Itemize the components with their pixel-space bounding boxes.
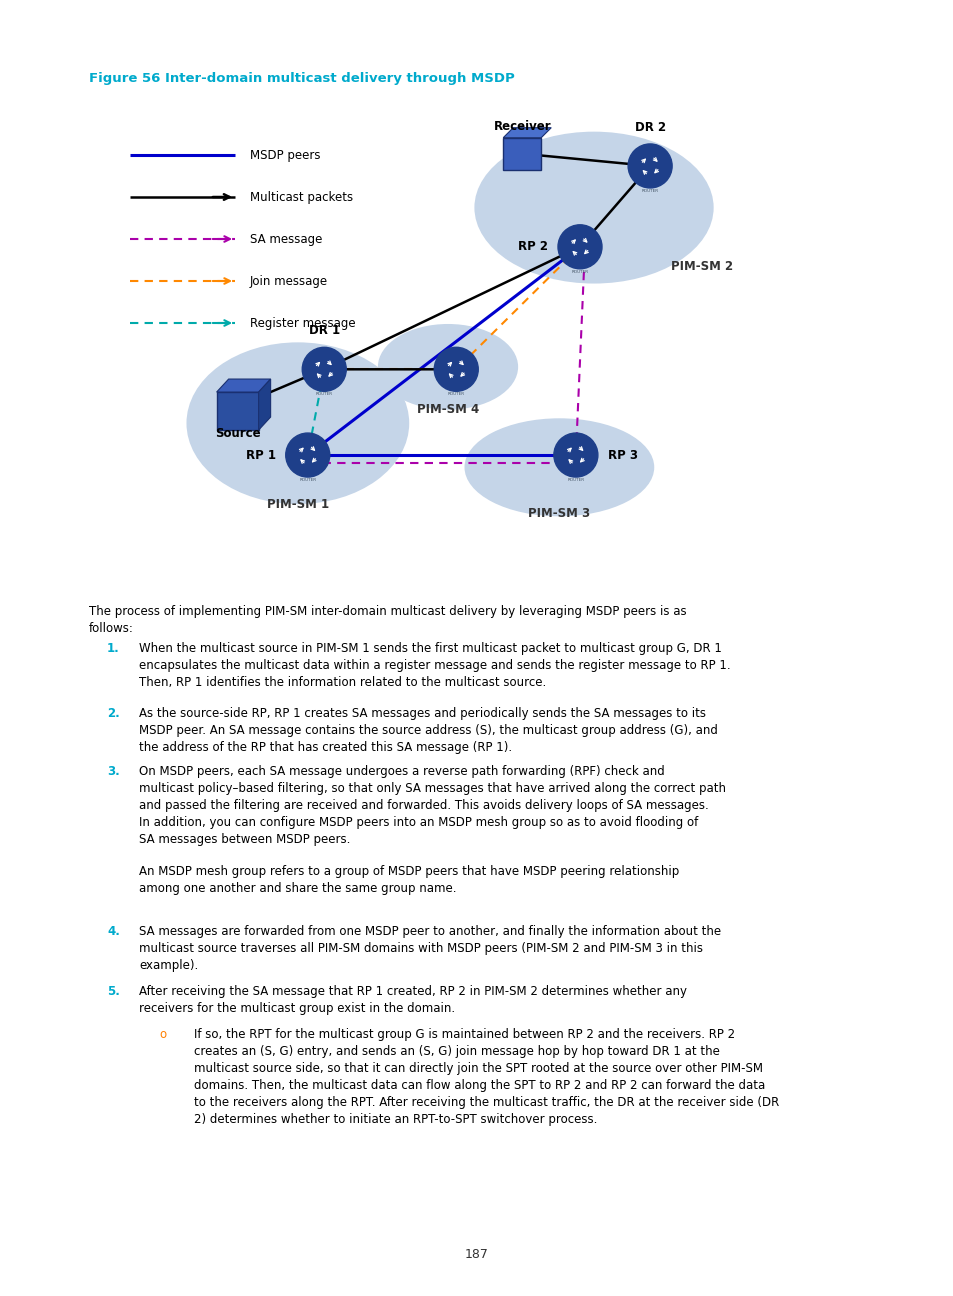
Text: Register message: Register message: [250, 316, 355, 329]
Circle shape: [434, 347, 477, 391]
Text: Figure 56 Inter-domain multicast delivery through MSDP: Figure 56 Inter-domain multicast deliver…: [89, 73, 515, 86]
Text: ROUTER: ROUTER: [571, 270, 588, 273]
Ellipse shape: [186, 342, 409, 504]
Circle shape: [627, 144, 672, 188]
Text: PIM-SM 4: PIM-SM 4: [416, 403, 478, 416]
Polygon shape: [258, 378, 271, 430]
Text: After receiving the SA message that RP 1 created, RP 2 in PIM-SM 2 determines wh: After receiving the SA message that RP 1…: [139, 985, 686, 1015]
Text: 5.: 5.: [107, 985, 120, 998]
Text: ROUTER: ROUTER: [315, 393, 333, 397]
Ellipse shape: [464, 419, 654, 516]
Text: When the multicast source in PIM-SM 1 sends the first multicast packet to multic: When the multicast source in PIM-SM 1 se…: [139, 642, 730, 689]
Text: ROUTER: ROUTER: [299, 478, 316, 482]
Circle shape: [286, 433, 330, 477]
Text: PIM-SM 2: PIM-SM 2: [670, 260, 733, 273]
Text: Source: Source: [214, 428, 260, 441]
Text: SA message: SA message: [250, 232, 322, 245]
Text: SA messages are forwarded from one MSDP peer to another, and finally the informa: SA messages are forwarded from one MSDP …: [139, 925, 720, 972]
Text: ROUTER: ROUTER: [640, 189, 658, 193]
Text: o: o: [159, 1028, 166, 1041]
Text: ROUTER: ROUTER: [567, 478, 584, 482]
Circle shape: [558, 224, 601, 268]
Text: Multicast packets: Multicast packets: [250, 191, 353, 203]
Text: 3.: 3.: [107, 765, 120, 778]
Ellipse shape: [474, 132, 713, 284]
Text: DR 1: DR 1: [309, 324, 339, 337]
Text: The process of implementing PIM-SM inter-domain multicast delivery by leveraging: The process of implementing PIM-SM inter…: [89, 605, 686, 635]
Text: 187: 187: [464, 1248, 489, 1261]
Circle shape: [554, 433, 598, 477]
Text: An MSDP mesh group refers to a group of MSDP peers that have MSDP peering relati: An MSDP mesh group refers to a group of …: [139, 864, 679, 896]
Text: RP 1: RP 1: [246, 448, 275, 461]
Text: Join message: Join message: [250, 275, 328, 288]
Text: 2.: 2.: [107, 708, 120, 721]
Text: Receiver: Receiver: [493, 119, 551, 132]
Ellipse shape: [377, 324, 517, 410]
Text: If so, the RPT for the multicast group G is maintained between RP 2 and the rece: If so, the RPT for the multicast group G…: [193, 1028, 779, 1126]
Text: RP 3: RP 3: [607, 448, 638, 461]
FancyBboxPatch shape: [503, 137, 540, 170]
Text: PIM-SM 1: PIM-SM 1: [267, 498, 329, 511]
Text: RP 2: RP 2: [517, 240, 547, 253]
Text: As the source-side RP, RP 1 creates SA messages and periodically sends the SA me: As the source-side RP, RP 1 creates SA m…: [139, 708, 717, 754]
FancyBboxPatch shape: [216, 393, 258, 430]
Text: MSDP peers: MSDP peers: [250, 149, 320, 162]
Polygon shape: [216, 378, 271, 393]
Text: 1.: 1.: [107, 642, 120, 654]
Text: PIM-SM 3: PIM-SM 3: [528, 507, 590, 521]
Text: 4.: 4.: [107, 925, 120, 938]
Text: ROUTER: ROUTER: [447, 393, 464, 397]
Circle shape: [302, 347, 346, 391]
Text: On MSDP peers, each SA message undergoes a reverse path forwarding (RPF) check a: On MSDP peers, each SA message undergoes…: [139, 765, 725, 846]
Text: DR 2: DR 2: [634, 121, 665, 133]
Polygon shape: [503, 128, 551, 137]
